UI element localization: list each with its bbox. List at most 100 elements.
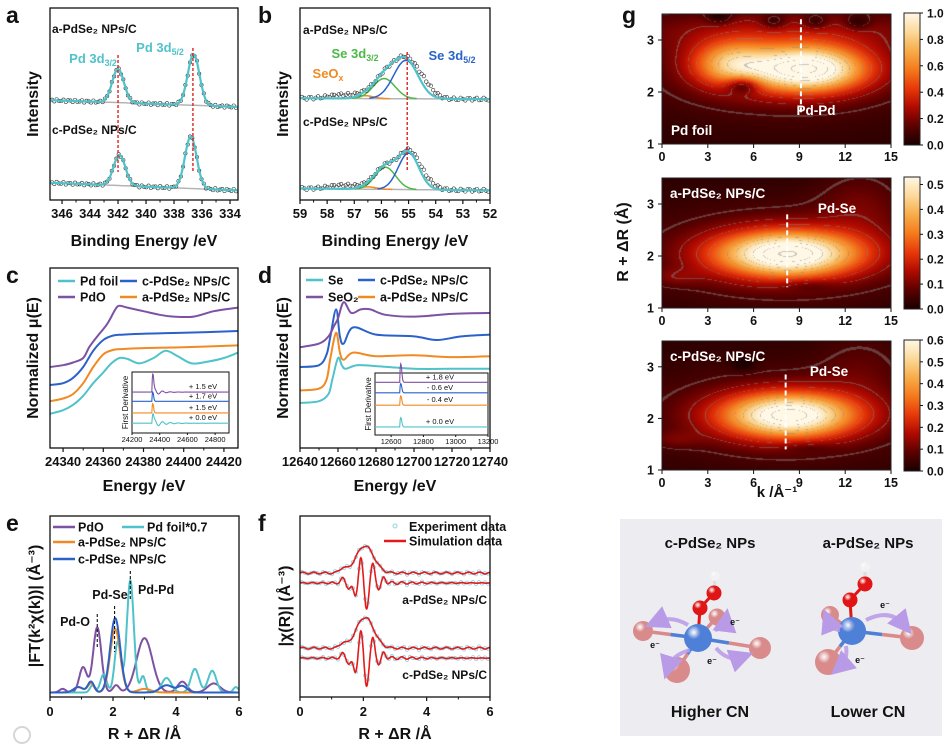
component-label-subscript: 5/2	[463, 55, 475, 65]
component-label-main: SeO	[313, 66, 339, 81]
sample-label: c-PdSe₂ NPs/C	[303, 115, 388, 129]
component-line	[377, 152, 440, 191]
peak-label-pd3d52: Pd 3d5/2	[136, 40, 184, 57]
sample-label: a-PdSe₂ NPs/C	[52, 22, 137, 36]
electron-transfer-arrow-icon	[821, 608, 844, 636]
molecule-a: e⁻ e⁻	[815, 562, 924, 675]
experiment-point	[390, 578, 394, 583]
panel-d-inset-first-derivative: + 1.8 eV - 0.6 eV - 0.4 eV + 0.0 eV 12600 128…	[364, 361, 498, 446]
o-atom	[842, 592, 858, 608]
panel-e-legend-item: PdO	[78, 521, 104, 535]
data-point	[336, 182, 341, 187]
data-point	[428, 177, 433, 182]
xps-pd3d-series-0	[49, 53, 239, 110]
component-label-subscript: x	[339, 73, 344, 83]
colorbar	[903, 339, 921, 472]
sample-label: a-PdSe₂ NPs/C	[303, 23, 388, 37]
panel-c-inset-shift-label: + 0.0 eV	[189, 413, 217, 422]
panel-b-x-tick-label: 58	[320, 206, 334, 221]
panel-c-spectrum-line	[49, 344, 239, 403]
panel-a-x-tick-label: 338	[163, 206, 185, 221]
experiment-point	[390, 654, 394, 658]
watermark-logo-icon	[13, 726, 31, 744]
panel-d-x-tick-label: 12740	[472, 454, 508, 469]
xps-se3d-series-1	[299, 146, 491, 194]
sample-label: c-PdSe₂ NPs/C	[52, 123, 137, 137]
o-atom	[692, 600, 708, 616]
component-label-main: Se 3d	[429, 48, 464, 63]
panel-d-legend-item: c-PdSe₂ NPs/C	[380, 274, 468, 288]
panel-f-y-axis-label: |χ(R)| (Å⁻³)	[275, 566, 294, 647]
ft-exafs-line	[50, 577, 240, 694]
electron-label: e⁻	[650, 640, 660, 650]
panel-f-x-tick-label: 6	[486, 704, 493, 719]
panel-label-g: g	[622, 2, 636, 28]
panel-f-x-tick-label: 0	[296, 704, 303, 719]
panel-d-x-tick-label: 12700	[396, 454, 432, 469]
exafs-fit-1	[299, 615, 491, 688]
electron-label: e⁻	[730, 617, 740, 627]
panel-c-spectrum-line	[49, 304, 239, 368]
legend-simulation-data: Simulation data	[409, 535, 503, 549]
pd-atom	[838, 617, 866, 645]
wavelet-heatmap-a-pdse2	[662, 178, 891, 308]
panel-c-spectrum-line	[49, 330, 239, 386]
envelope-fit-line	[300, 149, 490, 192]
se-atom	[815, 649, 841, 675]
data-point	[352, 90, 358, 95]
component-line	[354, 166, 417, 191]
h-atom	[860, 562, 870, 572]
experiment-legend-marker	[392, 523, 398, 529]
data-point	[345, 181, 351, 186]
data-point	[352, 182, 358, 187]
experiment-point	[375, 560, 379, 565]
panel-label-e: e	[6, 510, 19, 536]
inset-x-tick-label: 13000	[445, 437, 466, 446]
fit-line	[50, 53, 238, 108]
panel-a-x-tick-label: 346	[51, 206, 73, 221]
panel-d-spectrum-line	[299, 301, 491, 349]
panel-d-inset-shift-label: - 0.4 eV	[427, 395, 453, 404]
data-point	[433, 91, 438, 96]
bond-annotation: Pd-O	[60, 615, 90, 629]
panel-d-inset-trace	[375, 382, 488, 394]
panel-c-legend-item: Pd foil	[80, 275, 118, 289]
data-point	[329, 183, 335, 188]
panel-c-inset-trace	[132, 402, 229, 414]
panel-d-y-axis-label: Normalized μ(E)	[275, 297, 292, 419]
experiment-point	[378, 563, 382, 568]
electron-transfer-arrow-icon	[645, 606, 690, 629]
panel-a-x-tick-label: 340	[135, 206, 157, 221]
panel-c-inset-shift-label: + 1.5 eV	[189, 403, 217, 412]
panel-d-spectrum-line	[299, 308, 491, 368]
data-point	[426, 176, 431, 181]
component-label: SeOx	[313, 66, 344, 83]
bond-annotation: Pd-Se	[92, 588, 127, 602]
data-point	[431, 181, 436, 186]
panel-a-x-tick-label: 336	[191, 206, 213, 221]
panel-e-legend-item: a-PdSe₂ NPs/C	[78, 536, 166, 550]
panel-b-x-tick-label: 57	[347, 206, 361, 221]
data-point	[421, 74, 427, 79]
panel-d-legend-item: Se	[328, 274, 343, 288]
panel-d-inset-trace	[375, 394, 488, 406]
panel-label-d: d	[258, 262, 272, 288]
component-label-subscript: 3/2	[366, 53, 378, 63]
panel-d-x-tick-label: 12680	[358, 454, 394, 469]
panel-c-x-tick-label: 24340	[45, 454, 81, 469]
panel-f-x-tick-label: 4	[423, 704, 431, 719]
simulation-imag-line	[299, 556, 490, 610]
panel-c-inset-trace	[132, 412, 229, 427]
panel-c-x-tick-label: 24400	[166, 454, 202, 469]
panel-label-b: b	[258, 2, 272, 28]
panel-c-inset-trace	[132, 390, 229, 402]
colorbar	[903, 12, 921, 146]
peak-label-pd3d32-main: Pd 3d	[69, 51, 104, 66]
xps-se3d-series-0	[299, 53, 491, 103]
simulation-magnitude-line	[299, 545, 491, 575]
panel-a-x-tick-label: 344	[79, 206, 101, 221]
o-atom	[857, 576, 873, 592]
inset-y-axis-label: First Derivative	[121, 375, 130, 429]
